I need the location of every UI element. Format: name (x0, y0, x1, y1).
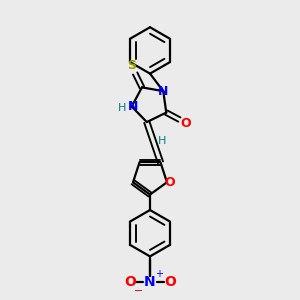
Text: +: + (155, 269, 164, 279)
Text: N: N (144, 275, 156, 289)
Text: O: O (124, 275, 136, 289)
Text: O: O (164, 275, 176, 289)
Text: N: N (128, 100, 138, 113)
Text: H: H (118, 103, 126, 113)
Text: N: N (158, 85, 168, 98)
Text: H: H (158, 136, 167, 146)
Text: O: O (181, 116, 191, 130)
Text: O: O (164, 176, 175, 189)
Text: −: − (134, 286, 143, 296)
Text: S: S (127, 59, 136, 73)
